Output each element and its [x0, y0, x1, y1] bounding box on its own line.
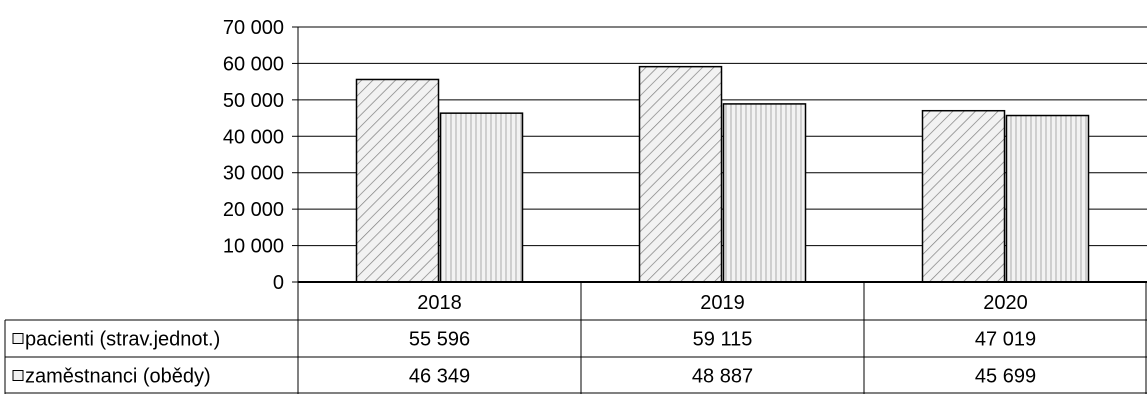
bar [439, 112, 524, 283]
bar [1005, 114, 1090, 283]
y-tick-label: 60 000 [223, 53, 284, 75]
data-value: 55 596 [409, 329, 470, 351]
y-axis: 0 10 000 20 000 30 000 40 000 50 000 60 000 70 … [223, 17, 299, 294]
gridlines [298, 26, 1147, 247]
y-tick-label: 30 000 [223, 163, 284, 185]
x-tick-label: 2020 [983, 292, 1028, 314]
y-tick-label: 10 000 [223, 236, 284, 258]
y-tick-label: 70 000 [223, 17, 284, 39]
data-value: 48 887 [692, 366, 753, 388]
data-value: 47 019 [975, 329, 1036, 351]
bar [921, 109, 1006, 283]
data-table: 2018 2019 2020 pacienti (strav.jednot.) 55 5… [4, 27, 1147, 394]
series-label: pacienti (strav.jednot.) [25, 329, 220, 351]
bar [638, 65, 723, 283]
y-tick-label: 50 000 [223, 90, 284, 112]
x-tick-label: 2019 [700, 292, 745, 314]
legend-key [12, 333, 24, 344]
legend-key [12, 370, 24, 381]
series-label: zaměstnanci (obědy) [25, 366, 211, 388]
x-tick-label: 2018 [417, 292, 462, 314]
data-value: 46 349 [409, 366, 470, 388]
bars [355, 65, 1090, 283]
bar [355, 78, 440, 283]
y-tick-label: 20 000 [223, 199, 284, 221]
bar [722, 103, 807, 283]
data-value: 59 115 [693, 329, 753, 351]
y-tick-label: 0 [273, 272, 284, 294]
y-tick-label: 40 000 [223, 126, 284, 148]
data-value: 45 699 [975, 366, 1036, 388]
